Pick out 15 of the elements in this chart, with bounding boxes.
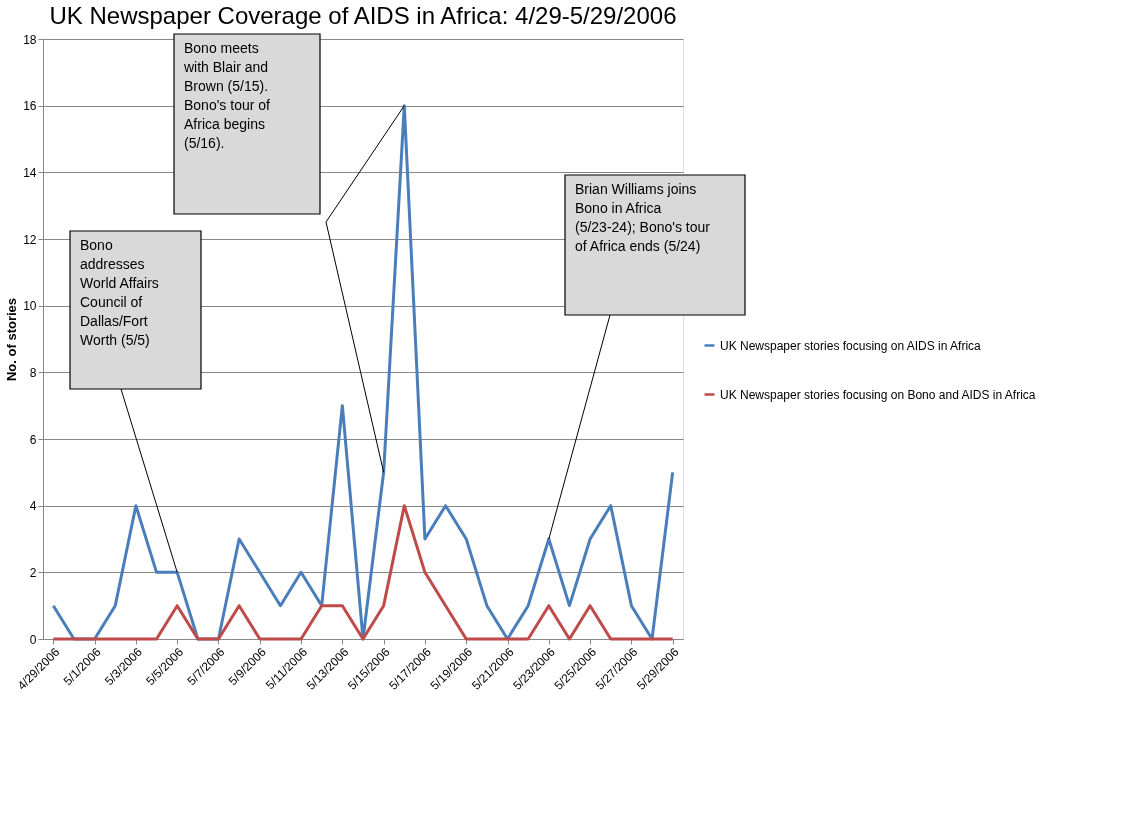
y-axis-title: No. of stories bbox=[4, 297, 20, 382]
y-tick-label: 16 bbox=[23, 99, 37, 114]
y-tick-label: 8 bbox=[29, 365, 37, 380]
y-tick-label: 4 bbox=[29, 499, 37, 514]
legend-label: UK Newspaper stories focusing on AIDS in Africa bbox=[720, 338, 982, 353]
y-tick-label: 10 bbox=[23, 299, 37, 314]
y-tick-label: 2 bbox=[29, 565, 37, 580]
legend-label: UK Newspaper stories focusing on Bono and AIDS in Africa bbox=[720, 387, 1036, 402]
y-tick-label: 12 bbox=[23, 232, 37, 247]
line-series bbox=[51, 504, 675, 641]
y-tick-label: 18 bbox=[23, 32, 37, 47]
y-tick-label: 14 bbox=[23, 165, 37, 180]
y-tick-label: 6 bbox=[29, 432, 37, 447]
chart-title: UK Newspaper Coverage of AIDS in Africa: 4/29-5/29/2006 bbox=[49, 2, 677, 29]
y-tick-label: 0 bbox=[29, 632, 37, 647]
